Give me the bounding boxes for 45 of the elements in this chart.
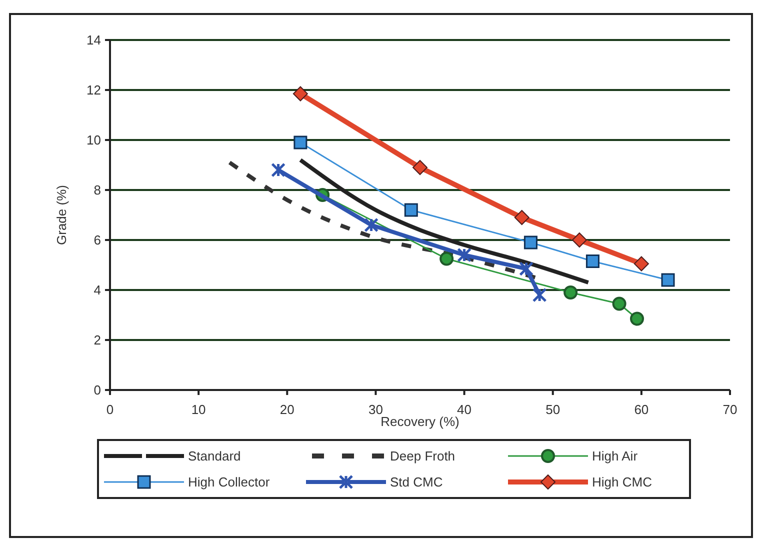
legend-label: Std CMC [390, 474, 443, 490]
point [294, 136, 308, 150]
point [292, 86, 308, 102]
y-tick-label: 8 [94, 182, 101, 198]
point [519, 262, 534, 276]
line-series [298, 158, 590, 284]
y-tick-label: 6 [94, 232, 101, 248]
point [612, 296, 626, 311]
x-tick-label: 30 [368, 402, 383, 417]
point [661, 273, 675, 287]
point [440, 252, 454, 266]
point [572, 232, 587, 248]
point [514, 210, 530, 225]
y-tick-label: 10 [86, 132, 101, 148]
legend-label: High Air [592, 448, 638, 464]
point [271, 162, 286, 178]
y-tick-label: 0 [94, 382, 101, 398]
point [630, 312, 644, 326]
point [532, 288, 547, 302]
legend-label: Deep Froth [390, 448, 456, 464]
line-series [228, 160, 538, 280]
legend-label: High CMC [592, 474, 652, 490]
point [404, 203, 418, 217]
x-tick-label: 60 [634, 402, 649, 417]
x-tick-label: 20 [280, 402, 294, 417]
y-tick-label: 14 [86, 32, 101, 48]
legend-label: High Collector [188, 474, 270, 490]
x-tick-label: 10 [191, 402, 206, 417]
y-tick-label: 2 [94, 332, 101, 348]
point [524, 236, 538, 250]
y-tick-label: 4 [94, 282, 101, 298]
point [564, 286, 578, 300]
point [412, 160, 428, 175]
x-tick-label: 40 [457, 402, 472, 417]
legend-label: Standard [188, 448, 241, 464]
x-axis-title: Recovery (%) [380, 414, 460, 429]
point [364, 218, 379, 232]
y-tick-label: 12 [86, 82, 101, 98]
point [634, 256, 649, 272]
x-tick-label: 50 [546, 402, 560, 417]
x-tick-label: 0 [106, 402, 114, 417]
point [586, 254, 600, 268]
x-tick-label: 70 [722, 402, 738, 417]
point [457, 248, 472, 262]
y-axis-title: Grade (%) [54, 185, 69, 245]
